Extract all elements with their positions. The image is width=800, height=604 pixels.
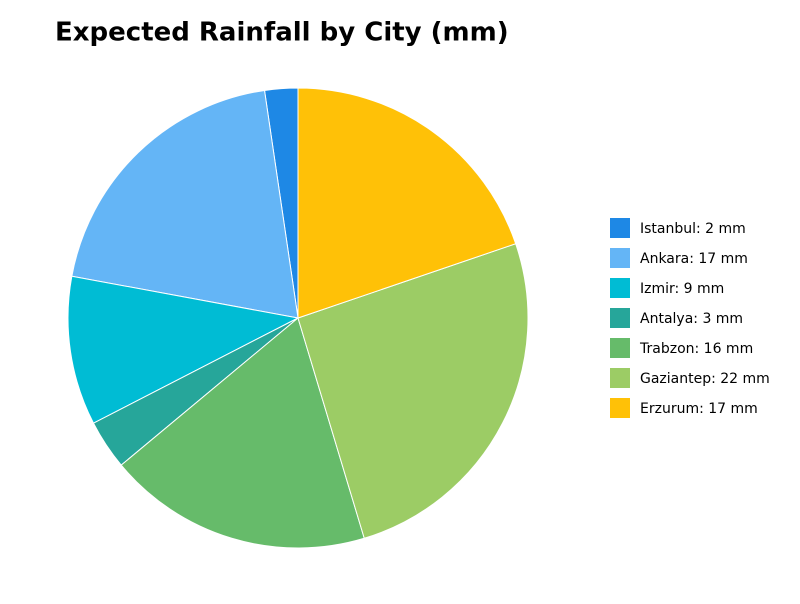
legend-swatch — [610, 248, 630, 268]
pie-slice — [120, 317, 365, 549]
legend-swatch — [610, 218, 630, 238]
pie-slice — [297, 243, 529, 539]
pie-slice — [297, 87, 517, 319]
legend-swatch — [610, 338, 630, 358]
legend-label: Ankara: 17 mm — [640, 251, 748, 267]
legend-swatch — [610, 398, 630, 418]
chart-title: Expected Rainfall by City (mm) — [55, 18, 509, 48]
legend-label: Trabzon: 16 mm — [639, 341, 753, 357]
pie-slice — [67, 275, 300, 424]
legend-swatch — [610, 308, 630, 328]
pie-slice — [71, 89, 299, 319]
legend-label: Izmir: 9 mm — [640, 281, 724, 297]
legend-label: Erzurum: 17 mm — [640, 401, 758, 417]
legend-label: Istanbul: 2 mm — [640, 221, 746, 237]
legend-label: Gaziantep: 22 mm — [640, 371, 770, 387]
legend-swatch — [610, 368, 630, 388]
legend-label: Antalya: 3 mm — [640, 311, 743, 327]
legend-swatch — [610, 278, 630, 298]
